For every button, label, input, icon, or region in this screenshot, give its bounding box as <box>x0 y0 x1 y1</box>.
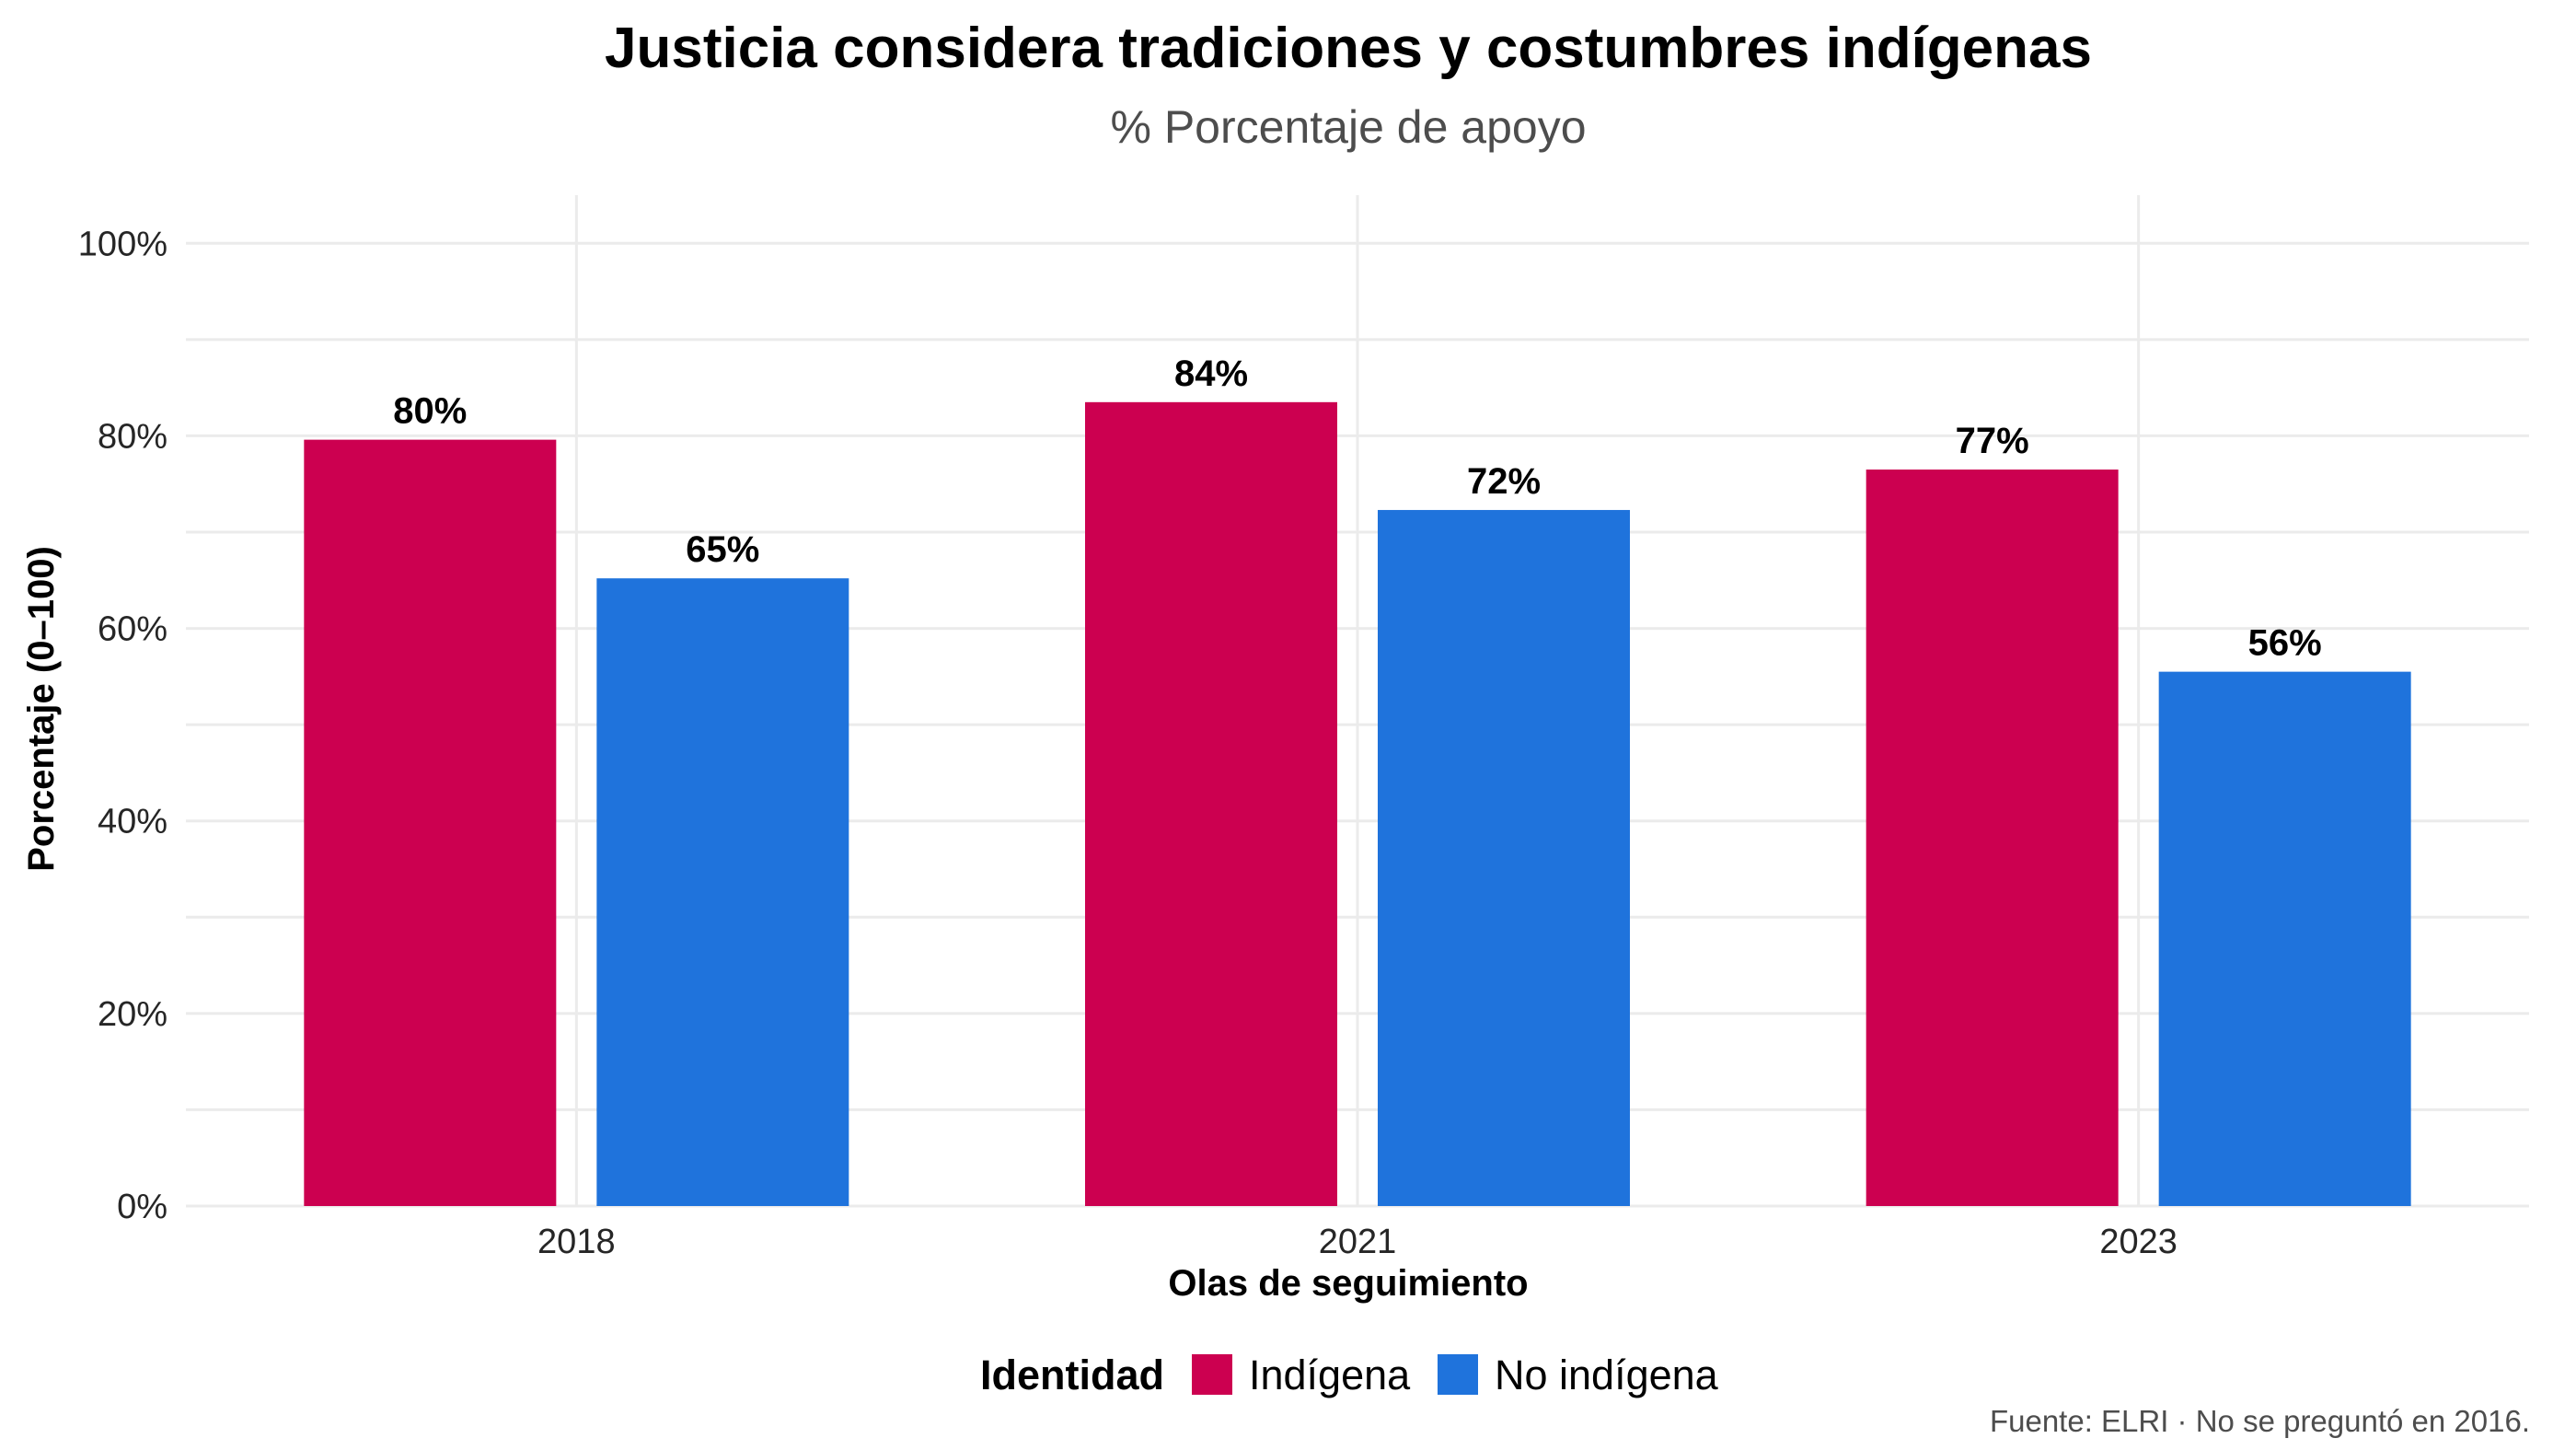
chart-caption: Fuente: ELRI · No se preguntó en 2016. <box>1990 1404 2530 1438</box>
bars <box>304 401 2411 1206</box>
data-label: 77% <box>1956 421 2029 461</box>
y-axis: 0% 20% 40% 60% 80% 100% <box>78 225 167 1226</box>
legend-label-indigena: Indígena <box>1249 1351 1411 1398</box>
y-tick-label: 40% <box>98 803 167 841</box>
legend-label-no-indigena: No indígena <box>1495 1351 1719 1398</box>
data-label: 56% <box>2248 623 2322 664</box>
data-label: 72% <box>1467 461 1541 502</box>
legend-swatch-no-indigena <box>1438 1354 1478 1395</box>
y-tick-label: 0% <box>117 1188 167 1226</box>
legend-swatch-indigena <box>1192 1354 1232 1395</box>
bar-indigena-2021 <box>1085 401 1337 1206</box>
grid <box>186 195 2529 1208</box>
y-tick-label: 80% <box>98 417 167 456</box>
bar-no-indigena-2023 <box>2158 671 2411 1206</box>
y-tick-label: 60% <box>98 610 167 649</box>
data-label: 84% <box>1174 354 1248 394</box>
x-axis-title: Olas de seguimiento <box>1168 1263 1528 1304</box>
chart-subtitle: % Porcentaje de apoyo <box>1110 101 1586 153</box>
x-tick-label: 2018 <box>537 1223 616 1261</box>
data-label: 80% <box>393 391 467 432</box>
legend: Identidad Indígena No indígena <box>980 1351 1719 1398</box>
y-tick-label: 100% <box>78 225 167 263</box>
bar-no-indigena-2018 <box>596 578 849 1206</box>
x-tick-label: 2023 <box>2099 1223 2177 1261</box>
bar-indigena-2023 <box>1866 470 2119 1206</box>
data-label: 65% <box>686 529 759 570</box>
x-axis: 2018 2021 2023 <box>537 1223 2177 1261</box>
x-tick-label: 2021 <box>1319 1223 1397 1261</box>
y-tick-label: 20% <box>98 995 167 1034</box>
bar-indigena-2018 <box>304 439 557 1206</box>
chart-title: Justicia considera tradiciones y costumb… <box>605 17 2092 80</box>
y-axis-title: Porcentaje (0–100) <box>21 546 62 872</box>
data-labels: 80% 65% 84% 72% 77% 56% <box>393 354 2321 664</box>
bar-no-indigena-2021 <box>1378 509 1630 1206</box>
legend-title: Identidad <box>980 1351 1164 1398</box>
